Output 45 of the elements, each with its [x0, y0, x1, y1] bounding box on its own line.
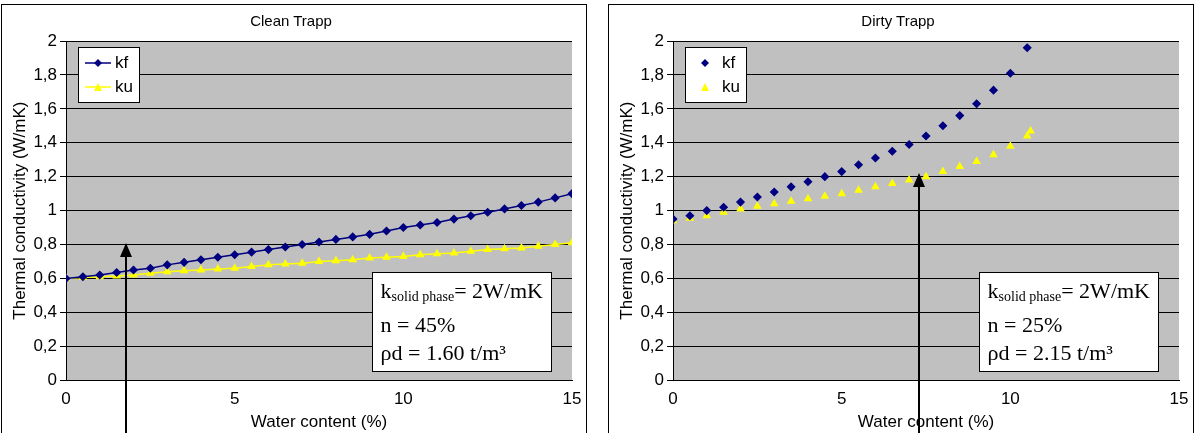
- y-tick-label: 1,4: [33, 132, 58, 152]
- y-tick-label: 1,8: [640, 64, 665, 84]
- y-tick-label: 0,2: [33, 335, 58, 355]
- legend-label: kf: [115, 53, 129, 73]
- y-tick-label: 0: [47, 369, 58, 389]
- chart-title: Dirty Trapp: [861, 12, 935, 30]
- y-tick-label: 0,6: [640, 268, 665, 288]
- y-tick-label: 1,6: [640, 98, 665, 118]
- annotation: ρd = 1.60 t/m³: [380, 338, 507, 367]
- y-tick-label: 0: [654, 369, 665, 389]
- annotation: n = 45%: [380, 310, 457, 339]
- y-tick-label: 1,2: [33, 166, 58, 186]
- annotation: n = 25%: [987, 310, 1064, 339]
- legend-label: kf: [722, 53, 736, 73]
- x-tick-label: 0: [61, 389, 71, 409]
- y-tick-label: 1: [47, 200, 58, 220]
- annotation: k$_{solid phase}$= 2W/mK: [987, 276, 1150, 306]
- y-tick-label: 0,8: [33, 234, 58, 254]
- y-tick-label: 1,6: [33, 98, 58, 118]
- x-tick-label: 5: [836, 389, 847, 409]
- x-tick-label: 0: [668, 389, 678, 409]
- x-tick-label: 10: [1000, 389, 1020, 409]
- chart-title: Clean Trapp: [250, 12, 332, 30]
- y-tick-label: 1: [654, 200, 665, 220]
- x-tick-label: 5: [229, 389, 240, 409]
- legend-label: ku: [722, 77, 740, 97]
- y-tick-label: 2: [654, 30, 665, 50]
- x-tick-label: 15: [562, 389, 582, 409]
- annotation: k$_{solid phase}$= 2W/mK: [380, 276, 543, 306]
- y-tick-label: 0,6: [33, 268, 58, 288]
- y-axis-title: Thermal conductivity (W/mK): [9, 101, 29, 320]
- x-tick-label: 15: [1169, 389, 1189, 409]
- y-tick-label: 0,8: [640, 234, 665, 254]
- legend-label: ku: [115, 77, 133, 97]
- x-axis-title: Water content (%): [250, 412, 388, 432]
- y-tick-label: 1,8: [33, 64, 58, 84]
- y-tick-label: 1,2: [640, 166, 665, 186]
- y-tick-label: 1,4: [640, 132, 665, 152]
- annotation: ρd = 2.15 t/m³: [987, 338, 1114, 367]
- y-axis-title: Thermal conductivity (W/mK): [616, 101, 636, 320]
- x-tick-label: 10: [393, 389, 413, 409]
- y-tick-label: 2: [47, 30, 58, 50]
- y-tick-label: 0,4: [33, 302, 58, 322]
- y-tick-label: 0,4: [640, 302, 665, 322]
- y-tick-label: 0,2: [640, 335, 665, 355]
